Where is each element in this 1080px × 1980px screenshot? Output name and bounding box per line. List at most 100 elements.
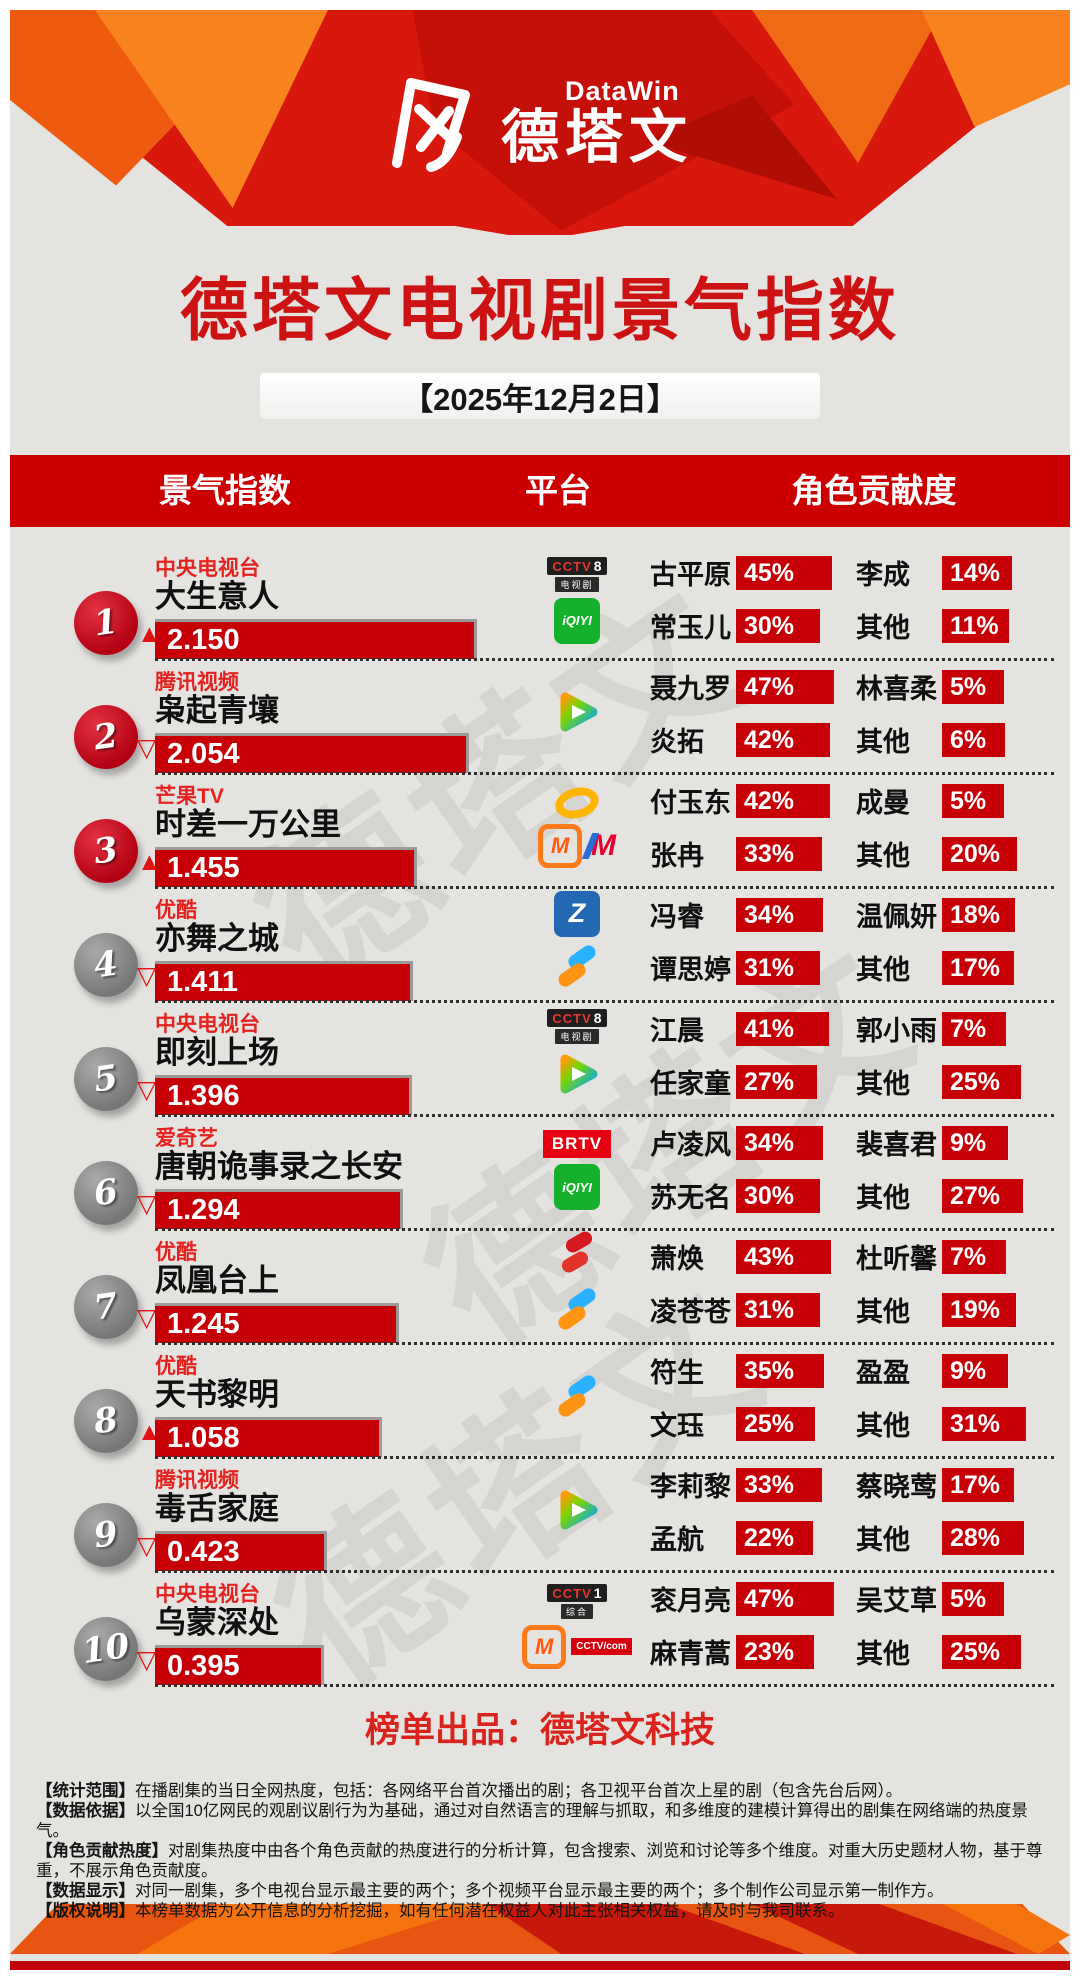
footnote-head: 【数据显示】	[36, 1882, 135, 1900]
trend-down-icon: ▽	[137, 1076, 157, 1104]
character-name: 吴艾草	[856, 1586, 937, 1616]
character-contribution-value: 25%	[942, 1064, 1021, 1099]
index-bar: 1.245	[155, 1303, 399, 1343]
character-contribution-value: 22%	[736, 1520, 813, 1555]
platform-icons	[502, 1231, 652, 1337]
trend-down-icon: ▽	[137, 734, 157, 762]
bottom-red-strip	[10, 1961, 1070, 1970]
trend-down-icon: ▽	[137, 1646, 157, 1674]
footnote: 【数据显示】对同一剧集，多个电视台显示最主要的两个；多个视频平台显示最主要的两个…	[36, 1881, 1044, 1901]
tencent-video-icon	[553, 688, 601, 741]
character-name: 冯睿	[650, 902, 704, 932]
character-name: 裴喜君	[856, 1130, 937, 1160]
character-cell: 其他 17%	[856, 948, 1056, 987]
platform-icons	[502, 661, 652, 767]
character-name: 常玉儿	[650, 613, 731, 643]
footnote-body: 对同一剧集，多个电视台显示最主要的两个；多个视频平台显示最主要的两个；多个制作公…	[135, 1882, 944, 1900]
footnote: 【版权说明】本榜单数据为公开信息的分析挖掘，如有任何潜在权益人对此主张相关权益，…	[36, 1901, 1044, 1921]
character-cell: 温佩妍 18%	[856, 895, 1056, 934]
character-contribution-value: 25%	[942, 1634, 1021, 1669]
character-cell: 杜听馨 7%	[856, 1237, 1056, 1276]
character-cell: 其他 25%	[856, 1632, 1056, 1671]
drama-row: 10 ▽ 中央电视台 乌蒙深处 0.395 CCTV 1 综合 M CCTV/com 衮…	[10, 1573, 1070, 1687]
rank-medal: 10	[74, 1617, 138, 1681]
trend-down-icon: ▽	[137, 1190, 157, 1218]
index-bar: 1.294	[155, 1189, 403, 1229]
platform-icon-row: Z	[554, 890, 600, 937]
drama-title: 亦舞之城	[155, 921, 279, 956]
zhejiang-tv-icon: Z	[554, 890, 600, 937]
network-label: 中央电视台	[155, 1583, 260, 1606]
platform-icons: CCTV 1 综合 M CCTV/com	[502, 1573, 652, 1679]
character-cell: 凌苍苍 31%	[650, 1290, 850, 1329]
character-cell: 付玉东 42%	[650, 781, 850, 820]
character-cell: 成曼 5%	[856, 781, 1056, 820]
drama-info: 中央电视台 大生意人 2.150	[155, 552, 635, 659]
platform-icon-row	[552, 783, 602, 823]
character-cell: 其他 28%	[856, 1518, 1056, 1557]
brand-cn: 德塔文	[500, 105, 693, 170]
drama-row: 2 ▽ 腾讯视频 枭起青壤 2.054 聂九罗 47% 林喜柔 5% 炎拓 42% 其他 6%	[10, 661, 1070, 775]
cctv8-icon: CCTV 8 电视剧	[547, 556, 607, 592]
footnote-body: 以全国10亿网民的观剧议剧行为为基础，通过对自然语言的理解与抓取，和多维度的建模…	[36, 1802, 1028, 1840]
drama-title: 乌蒙深处	[155, 1605, 279, 1640]
drama-title: 枭起青壤	[155, 693, 279, 728]
character-cell: 常玉儿 30%	[650, 606, 850, 645]
rank-number: 4	[91, 943, 121, 987]
character-cell: 萧焕 43%	[650, 1237, 850, 1276]
drama-row: 4 ▽ 优酷 亦舞之城 1.411 Z 冯睿 34% 温佩妍 18% 谭思婷 31% 其他 1…	[10, 889, 1070, 1003]
platform-icon-row	[555, 1231, 599, 1280]
character-name: 卢凌风	[650, 1130, 731, 1160]
footnote-body: 本榜单数据为公开信息的分析挖掘，如有任何潜在权益人对此主张相关权益，请及时与我司…	[135, 1902, 845, 1920]
brand-en: DataWin	[564, 76, 680, 106]
character-cell: 裴喜君 9%	[856, 1123, 1056, 1162]
rank-number: 9	[91, 1513, 121, 1557]
footnote-head: 【统计范围】	[36, 1782, 135, 1800]
footnote-head: 【角色贡献热度】	[36, 1842, 168, 1860]
migu-video-icon: M	[581, 831, 616, 861]
column-contribution-header: 角色贡献度	[791, 472, 957, 509]
character-cell: 卢凌风 34%	[650, 1123, 850, 1162]
character-cell: 炎拓 42%	[650, 720, 850, 759]
trend-down-icon: ▽	[137, 962, 157, 990]
character-cell: 孟航 22%	[650, 1518, 850, 1557]
date-badge: 【2025年12月2日】	[260, 373, 820, 419]
rank-number: 1	[91, 601, 121, 645]
character-name: 李成	[856, 560, 910, 590]
character-cell: 江晨 41%	[650, 1009, 850, 1048]
character-contributions: 冯睿 34% 温佩妍 18% 谭思婷 31% 其他 17%	[650, 889, 1056, 993]
character-name: 盈盈	[856, 1358, 910, 1388]
character-name: 孟航	[650, 1525, 704, 1555]
footnote-body: 在播剧集的当日全网热度，包括：各网络平台首次播出的剧；各卫视平台首次上星的剧（包…	[135, 1782, 903, 1800]
footnote: 【统计范围】在播剧集的当日全网热度，包括：各网络平台首次播出的剧；各卫视平台首次…	[36, 1781, 1044, 1801]
index-value: 1.245	[167, 1308, 240, 1340]
character-cell: 其他 27%	[856, 1176, 1056, 1215]
drama-title: 唐朝诡事录之长安	[155, 1149, 403, 1184]
drama-info: 优酷 天书黎明 1.058	[155, 1350, 635, 1457]
character-contribution-value: 33%	[736, 836, 822, 871]
tencent-video-icon	[553, 1050, 601, 1103]
drama-title: 凤凰台上	[155, 1263, 279, 1298]
character-cell: 谭思婷 31%	[650, 948, 850, 987]
cctv1-icon: CCTV 1 综合	[547, 1583, 607, 1619]
character-name: 江晨	[650, 1016, 704, 1046]
network-label: 中央电视台	[155, 1013, 260, 1036]
character-cell: 文珏 25%	[650, 1404, 850, 1443]
index-value: 0.395	[167, 1650, 240, 1682]
drama-title: 即刻上场	[155, 1035, 279, 1070]
rank-number: 3	[91, 829, 121, 873]
character-contribution-value: 5%	[942, 669, 1004, 704]
index-value: 1.294	[167, 1194, 240, 1226]
character-contribution-value: 18%	[942, 897, 1015, 932]
character-contributions: 李莉黎 33% 蔡晓莺 17% 孟航 22% 其他 28%	[650, 1459, 1056, 1563]
character-cell: 苏无名 30%	[650, 1176, 850, 1215]
drama-info: 芒果TV 时差一万公里 1.455	[155, 780, 635, 887]
network-label: 腾讯视频	[155, 671, 239, 694]
character-contribution-value: 33%	[736, 1467, 822, 1502]
youku-icon	[554, 1286, 600, 1337]
platform-icons	[502, 1345, 652, 1451]
character-cell: 李莉黎 33%	[650, 1465, 850, 1504]
character-contribution-value: 27%	[942, 1178, 1023, 1213]
index-bar: 1.396	[155, 1075, 412, 1115]
character-contribution-value: 35%	[736, 1353, 824, 1388]
